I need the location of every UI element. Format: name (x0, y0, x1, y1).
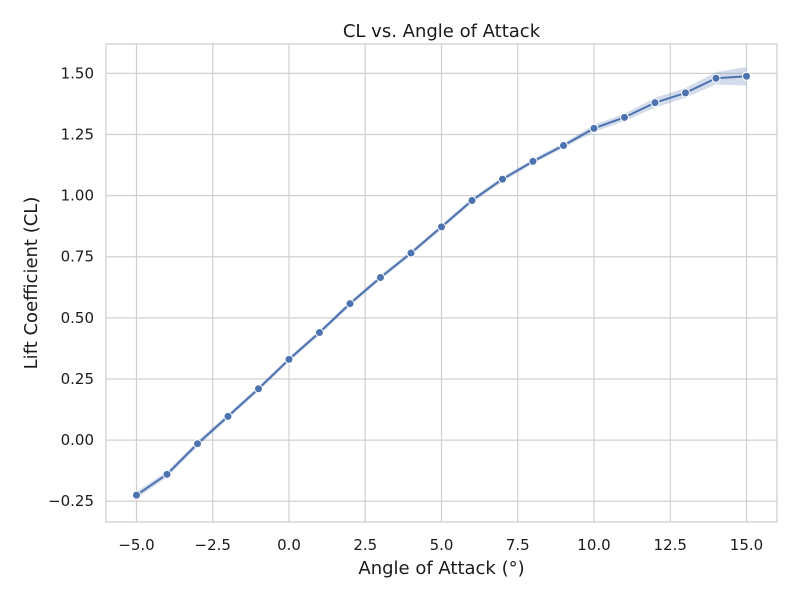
y-tick-label: 0.50 (61, 309, 94, 327)
x-tick-label: 12.5 (654, 536, 687, 554)
y-tick-labels: −0.25 0.00 0.25 0.50 0.75 1.00 1.25 1.50 (48, 64, 94, 510)
data-point (406, 248, 416, 258)
data-point (254, 384, 263, 394)
y-tick-label: 1.25 (61, 125, 94, 143)
y-tick-label: 1.00 (61, 187, 94, 205)
y-axis-label: Lift Coefficient (CL) (21, 197, 42, 370)
y-tick-label: 0.25 (61, 370, 94, 388)
x-tick-labels: −5.0 −2.5 0.0 2.5 5.0 7.5 10.0 12.5 15.0 (118, 536, 763, 554)
data-point (650, 98, 660, 108)
data-point (132, 490, 141, 500)
data-point (193, 439, 202, 449)
data-point (498, 174, 507, 184)
x-tick-label: 5.0 (430, 536, 454, 554)
x-tick-label: 10.0 (577, 536, 610, 554)
plot-frame (105, 43, 778, 523)
data-point (284, 354, 294, 364)
x-axis-label: Angle of Attack (°) (358, 558, 524, 579)
data-point (345, 299, 355, 309)
grid (106, 44, 777, 522)
data-point (162, 469, 172, 479)
y-tick-label: −0.25 (48, 492, 94, 510)
data-point (376, 272, 385, 282)
data-point (681, 88, 690, 98)
x-tick-label: −2.5 (195, 536, 231, 554)
chart-title: CL vs. Angle of Attack (343, 21, 541, 42)
x-tick-label: 2.5 (353, 536, 377, 554)
y-tick-label: 0.75 (61, 248, 94, 266)
data-point (467, 195, 477, 205)
data-point (223, 411, 233, 421)
data-point (742, 71, 751, 81)
y-tick-label: 1.50 (61, 64, 94, 82)
data-point (559, 140, 568, 150)
data-point (528, 156, 538, 166)
data-points-layer (132, 71, 751, 500)
data-point (711, 73, 721, 83)
data-point (620, 112, 629, 122)
data-point (315, 328, 324, 338)
x-tick-label: 0.0 (277, 536, 301, 554)
data-point (437, 222, 446, 232)
x-tick-label: 7.5 (506, 536, 530, 554)
y-tick-label: 0.00 (61, 431, 94, 449)
x-tick-label: −5.0 (118, 536, 154, 554)
data-point (589, 123, 599, 133)
x-tick-label: 15.0 (730, 536, 763, 554)
